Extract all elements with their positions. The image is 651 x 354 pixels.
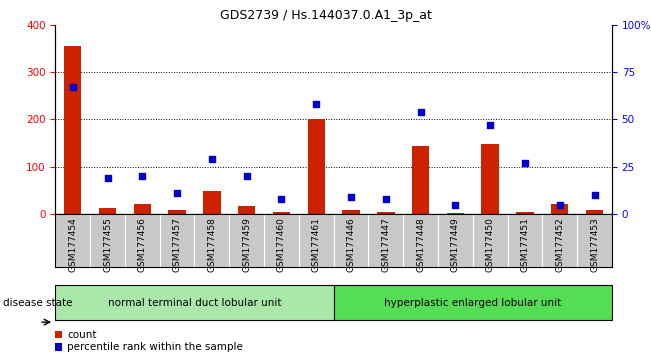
Bar xyxy=(482,144,499,214)
Point xyxy=(242,173,252,179)
Bar xyxy=(90,214,125,267)
Bar xyxy=(264,214,299,267)
Bar xyxy=(342,210,360,214)
Bar xyxy=(55,214,90,267)
Point xyxy=(555,202,565,207)
Text: GSM177448: GSM177448 xyxy=(416,217,425,272)
Text: GSM177459: GSM177459 xyxy=(242,217,251,272)
Bar xyxy=(473,214,508,267)
Point xyxy=(276,196,286,202)
Bar xyxy=(99,209,117,214)
Bar xyxy=(516,212,534,214)
Point xyxy=(485,122,495,128)
Text: GSM177452: GSM177452 xyxy=(555,217,564,272)
Text: hyperplastic enlarged lobular unit: hyperplastic enlarged lobular unit xyxy=(384,298,561,308)
Text: GSM177450: GSM177450 xyxy=(486,217,495,272)
Bar xyxy=(133,204,151,214)
Point xyxy=(102,175,113,181)
Bar xyxy=(159,214,195,267)
Bar xyxy=(412,145,429,214)
Bar xyxy=(403,214,438,267)
Point xyxy=(519,160,530,166)
Bar xyxy=(169,210,186,214)
Bar xyxy=(299,214,333,267)
Point xyxy=(311,102,322,107)
Bar xyxy=(508,214,542,267)
Text: disease state: disease state xyxy=(3,298,73,308)
Point xyxy=(206,156,217,162)
Point xyxy=(381,196,391,202)
Bar xyxy=(377,212,395,214)
Text: GSM177453: GSM177453 xyxy=(590,217,599,272)
Bar xyxy=(307,119,325,214)
Bar xyxy=(438,214,473,267)
Text: count: count xyxy=(67,330,96,339)
Text: GDS2739 / Hs.144037.0.A1_3p_at: GDS2739 / Hs.144037.0.A1_3p_at xyxy=(219,9,432,22)
Bar xyxy=(551,204,568,214)
Point xyxy=(68,85,78,90)
Text: normal terminal duct lobular unit: normal terminal duct lobular unit xyxy=(107,298,281,308)
Text: GSM177457: GSM177457 xyxy=(173,217,182,272)
Bar xyxy=(368,214,403,267)
Text: GSM177461: GSM177461 xyxy=(312,217,321,272)
Bar xyxy=(577,214,612,267)
Bar xyxy=(229,214,264,267)
Point xyxy=(137,173,148,179)
Text: GSM177455: GSM177455 xyxy=(103,217,112,272)
Bar xyxy=(447,213,464,214)
Bar xyxy=(195,214,229,267)
Text: GSM177446: GSM177446 xyxy=(346,217,355,272)
Bar xyxy=(586,210,603,214)
Bar xyxy=(203,192,221,214)
Bar xyxy=(273,212,290,214)
Point xyxy=(346,194,356,200)
Text: GSM177458: GSM177458 xyxy=(208,217,216,272)
Text: GSM177460: GSM177460 xyxy=(277,217,286,272)
Text: GSM177449: GSM177449 xyxy=(451,217,460,272)
Point xyxy=(450,202,461,207)
Text: GSM177451: GSM177451 xyxy=(520,217,529,272)
Bar xyxy=(333,214,368,267)
Point xyxy=(415,109,426,115)
Text: GSM177456: GSM177456 xyxy=(138,217,147,272)
Bar xyxy=(125,214,159,267)
Point xyxy=(172,190,182,196)
Bar xyxy=(238,206,255,214)
Point xyxy=(589,193,600,198)
Bar xyxy=(542,214,577,267)
Text: percentile rank within the sample: percentile rank within the sample xyxy=(67,342,243,352)
Bar xyxy=(64,46,81,214)
Text: GSM177454: GSM177454 xyxy=(68,217,77,272)
Text: GSM177447: GSM177447 xyxy=(381,217,391,272)
